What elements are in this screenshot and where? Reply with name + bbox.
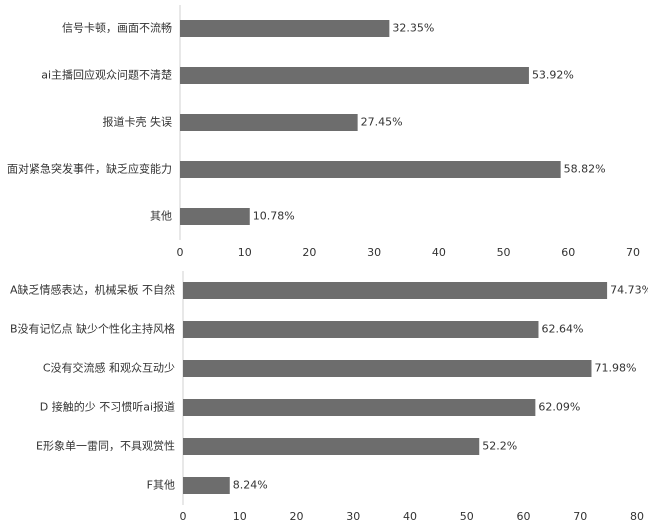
category-label: A缺乏情感表达，机械呆板 不自然 — [10, 283, 175, 297]
bar — [180, 208, 250, 225]
bar — [180, 67, 529, 84]
value-label: 71.98% — [594, 362, 636, 375]
category-label: ai主播回应观众问题不清楚 — [41, 68, 172, 82]
category-label: 信号卡顿，画面不流畅 — [62, 21, 172, 35]
x-tick-label: 10 — [233, 510, 247, 523]
x-tick-label: 70 — [626, 246, 640, 259]
x-tick-label: 80 — [630, 510, 644, 523]
value-label: 10.78% — [253, 210, 295, 223]
category-label: E形象单一雷同，不具观赏性 — [36, 439, 175, 453]
bar — [183, 399, 536, 416]
category-label: B没有记忆点 缺少个性化主持风格 — [10, 322, 175, 336]
x-tick-label: 50 — [497, 246, 511, 259]
bar — [183, 438, 480, 455]
value-label: 32.35% — [392, 22, 434, 35]
x-tick-label: 50 — [460, 510, 474, 523]
bar — [183, 282, 608, 299]
category-label: C没有交流感 和观众互动少 — [43, 361, 175, 375]
x-tick-label: 20 — [290, 510, 304, 523]
value-label: 62.64% — [541, 323, 583, 336]
x-tick-label: 30 — [367, 246, 381, 259]
x-tick-label: 20 — [302, 246, 316, 259]
x-tick-label: 0 — [177, 246, 184, 259]
category-label: 报道卡壳 失误 — [103, 115, 173, 129]
category-label: D 接触的少 不习惯听ai报道 — [40, 400, 175, 414]
value-label: 27.45% — [361, 116, 403, 129]
category-label: 其他 — [150, 210, 172, 223]
bar — [183, 321, 539, 338]
x-tick-label: 60 — [561, 246, 575, 259]
category-label: 面对紧急突发事件，缺乏应变能力 — [7, 162, 172, 176]
category-label: F其他 — [147, 479, 175, 492]
value-label: 53.92% — [532, 69, 574, 82]
value-label: 52.2% — [482, 440, 517, 453]
value-label: 8.24% — [233, 479, 268, 492]
value-label: 58.82% — [564, 163, 606, 176]
x-tick-label: 40 — [432, 246, 446, 259]
value-label: 62.09% — [538, 401, 580, 414]
bar — [180, 20, 390, 37]
x-tick-label: 30 — [346, 510, 360, 523]
bar — [183, 477, 230, 494]
x-tick-label: 40 — [403, 510, 417, 523]
bar — [180, 161, 561, 178]
value-label: 74.73% — [610, 284, 648, 297]
x-tick-label: 70 — [573, 510, 587, 523]
x-tick-label: 10 — [238, 246, 252, 259]
bar — [180, 114, 358, 131]
x-tick-label: 60 — [517, 510, 531, 523]
x-tick-label: 0 — [180, 510, 187, 523]
bar — [183, 360, 592, 377]
